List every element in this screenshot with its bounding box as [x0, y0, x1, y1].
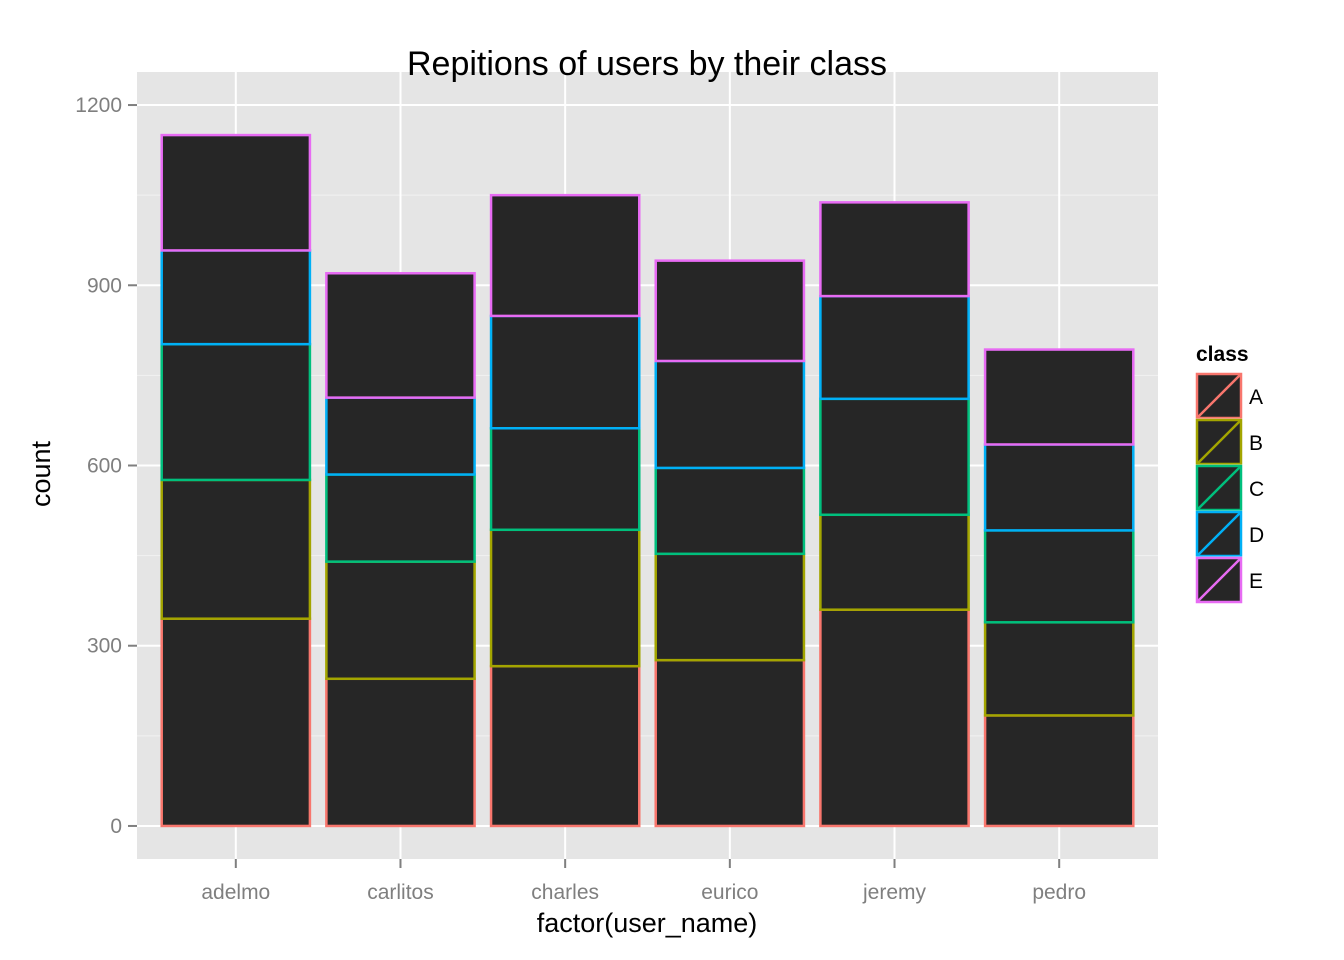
- bar-segment-eurico-d: [654, 359, 806, 470]
- bar-segment-jeremy-d: [819, 294, 970, 401]
- x-tick-label-adelmo: adelmo: [201, 881, 270, 904]
- bar-segment-adelmo-e: [160, 133, 312, 252]
- legend-label-d: D: [1249, 524, 1264, 547]
- legend-label-e: E: [1249, 570, 1263, 593]
- x-tick-label-jeremy: jeremy: [862, 881, 927, 904]
- legend-key-slash: [1196, 419, 1242, 465]
- bar-segment-pedro-d: [983, 443, 1135, 532]
- bar-segment-carlitos-e: [325, 272, 476, 399]
- bar-segment-pedro-b: [983, 621, 1135, 717]
- legend-key-slash: [1196, 373, 1242, 419]
- bar-segment-eurico-a: [654, 658, 806, 828]
- legend-label-a: A: [1249, 386, 1263, 409]
- bars: [160, 133, 1135, 828]
- y-tick-label: 300: [87, 635, 122, 658]
- bar-segment-adelmo-b: [160, 478, 312, 620]
- legend-label-c: C: [1249, 478, 1264, 501]
- legend-key-slash: [1196, 557, 1242, 603]
- bar-segment-carlitos-c: [325, 473, 476, 563]
- bar-segment-charles-d: [489, 314, 641, 430]
- bar-segment-charles-a: [489, 664, 641, 828]
- bar-segment-pedro-e: [983, 348, 1135, 446]
- bar-segment-eurico-b: [654, 552, 806, 662]
- bar-segment-adelmo-a: [160, 617, 312, 828]
- bar-segment-carlitos-b: [325, 560, 476, 681]
- legend-key-slash: [1196, 511, 1242, 557]
- bar-segment-jeremy-b: [819, 513, 970, 611]
- bar-segment-charles-b: [489, 528, 641, 668]
- legend-label-b: B: [1249, 432, 1263, 455]
- bar-segment-jeremy-c: [819, 397, 970, 517]
- x-tick-label-charles: charles: [531, 881, 599, 904]
- bar-segment-jeremy-a: [819, 608, 970, 828]
- bar-segment-eurico-c: [654, 466, 806, 556]
- bar-segment-jeremy-e: [819, 201, 970, 298]
- bar-segment-adelmo-c: [160, 342, 312, 482]
- x-tick-label-eurico: eurico: [701, 881, 758, 904]
- legend-title: class: [1196, 343, 1249, 366]
- y-tick-label: 900: [87, 274, 122, 297]
- bar-segment-adelmo-d: [160, 249, 312, 346]
- y-axis: 0 300 600 900 1200: [75, 94, 137, 838]
- x-axis-title: factor(user_name): [537, 908, 758, 938]
- x-axis: adelmo carlitos charles eurico jeremy pedro: [201, 859, 1086, 904]
- y-tick-label: 600: [87, 455, 122, 478]
- bar-segment-eurico-e: [654, 259, 806, 363]
- x-tick-label-carlitos: carlitos: [367, 881, 434, 904]
- x-tick-label-pedro: pedro: [1032, 881, 1086, 904]
- legend-key-slash: [1196, 465, 1242, 511]
- bar-segment-charles-e: [489, 193, 641, 318]
- y-axis-title: count: [26, 440, 56, 507]
- bar-segment-pedro-a: [983, 714, 1135, 828]
- bar-segment-charles-c: [489, 427, 641, 532]
- chart-title: Repitions of users by their class: [407, 45, 887, 83]
- y-tick-label: 1200: [75, 94, 122, 117]
- bar-segment-carlitos-d: [325, 396, 476, 476]
- bar-segment-pedro-c: [983, 529, 1135, 624]
- y-tick-label: 0: [110, 815, 122, 838]
- bar-segment-carlitos-a: [325, 677, 476, 828]
